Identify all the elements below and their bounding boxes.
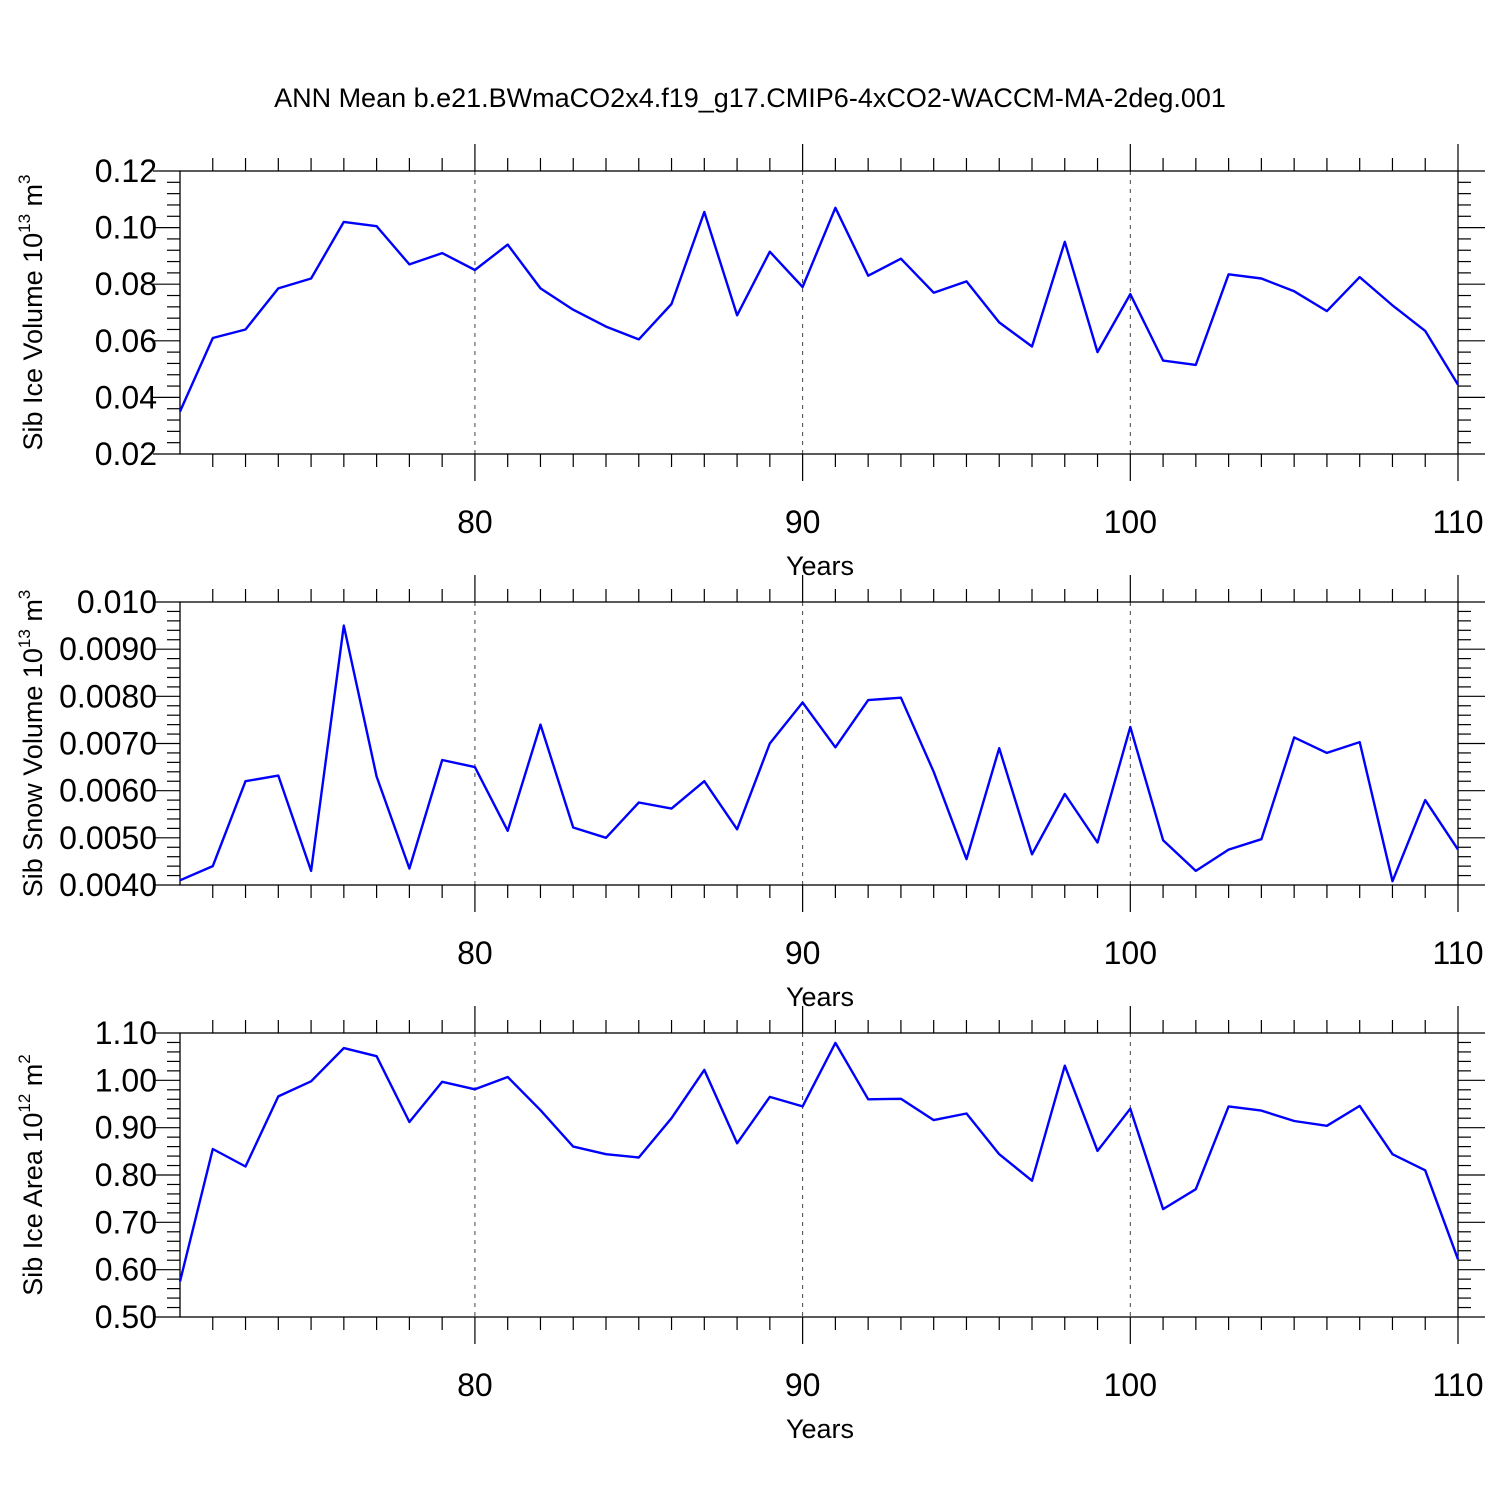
y-tick-label: 0.80 — [95, 1157, 157, 1193]
y-axis-label-text: Sib Ice Area 10 — [18, 1113, 48, 1296]
panel-1: 80 90 100 110 0.02 0.04 0.06 0.08 0.10 0.12 Years S… — [15, 144, 1485, 581]
chart-title: ANN Mean b.e21.BWmaCO2x4.f19_g17.CMIP6-4… — [274, 83, 1226, 113]
y-tick-label: 0.50 — [95, 1299, 157, 1335]
plot-frame — [179, 601, 1459, 886]
y-tick-label: 1.00 — [95, 1062, 157, 1098]
y-tick-label: 0.0050 — [59, 820, 157, 856]
y-axis-label-superscript: 13 — [15, 214, 34, 233]
chart-panels: 80 90 100 110 0.02 0.04 0.06 0.08 0.10 0.12 Years S… — [15, 144, 1485, 1444]
x-tick-label: 110 — [1432, 1367, 1483, 1403]
y-axis-label: Sib Snow Volume 1013 m3 — [15, 590, 48, 898]
y-tick-label: 0.60 — [95, 1252, 157, 1288]
y-tick-label: 0.12 — [95, 153, 157, 189]
y-axis-label: Sib Ice Volume 1013 m3 — [15, 174, 48, 450]
y-axis-label: Sib Ice Area 1012 m2 — [15, 1054, 48, 1296]
x-tick-label: 90 — [785, 504, 821, 540]
y-tick-label: 1.10 — [95, 1015, 157, 1051]
x-tick-label: 80 — [457, 504, 493, 540]
x-tick-label: 100 — [1104, 935, 1157, 971]
y-tick-label: 0.0090 — [59, 631, 157, 667]
y-tick-label: 0.0060 — [59, 773, 157, 809]
x-tick-label: 110 — [1432, 504, 1483, 540]
y-axis-label-superscript: 13 — [15, 629, 34, 648]
y-tick-label: 0.02 — [95, 436, 157, 472]
y-tick-label: 0.08 — [95, 266, 157, 302]
y-axis-label-unit: m — [18, 184, 48, 214]
y-axis-label-superscript: 12 — [15, 1094, 34, 1113]
y-axis-label-superscript: 2 — [15, 1054, 34, 1063]
x-tick-label: 90 — [785, 935, 821, 971]
x-axis-label: Years — [786, 551, 854, 581]
x-tick-label: 100 — [1104, 1367, 1157, 1403]
panel-3: 80 90 100 110 0.50 0.60 0.70 0.80 0.90 1.00 1.10 Ye… — [15, 1006, 1485, 1444]
y-tick-label: 0.0070 — [59, 726, 157, 762]
x-axis-label: Years — [786, 982, 854, 1012]
x-axis-label: Years — [786, 1414, 854, 1444]
x-tick-label: 90 — [785, 1367, 821, 1403]
y-axis-label-unit: m — [18, 599, 48, 629]
y-tick-label: 0.0080 — [59, 678, 157, 714]
series-line — [178, 1041, 1460, 1282]
y-tick-label: 0.0040 — [59, 867, 157, 903]
y-tick-label: 0.04 — [95, 379, 157, 415]
y-axis-label-unit: m — [18, 1064, 48, 1094]
y-tick-label: 0.70 — [95, 1204, 157, 1240]
y-tick-label: 0.06 — [95, 323, 157, 359]
y-axis-label-superscript: 3 — [15, 174, 34, 183]
series-line — [179, 624, 1460, 883]
y-tick-label: 0.010 — [77, 584, 157, 620]
plot-frame — [179, 170, 1459, 455]
x-tick-label: 80 — [457, 1367, 493, 1403]
y-tick-label: 0.90 — [95, 1110, 157, 1146]
y-axis-label-text: Sib Ice Volume 10 — [18, 233, 48, 451]
y-tick-label: 0.10 — [95, 210, 157, 246]
x-tick-label: 100 — [1104, 504, 1157, 540]
x-tick-label: 110 — [1432, 935, 1483, 971]
y-axis-label-superscript: 3 — [15, 590, 34, 599]
x-tick-label: 80 — [457, 935, 493, 971]
series-line — [178, 206, 1460, 412]
y-axis-label-text: Sib Snow Volume 10 — [18, 648, 48, 897]
panel-2: 80 90 100 110 0.0040 0.0050 0.0060 0.0070 0.0080… — [15, 575, 1485, 1012]
